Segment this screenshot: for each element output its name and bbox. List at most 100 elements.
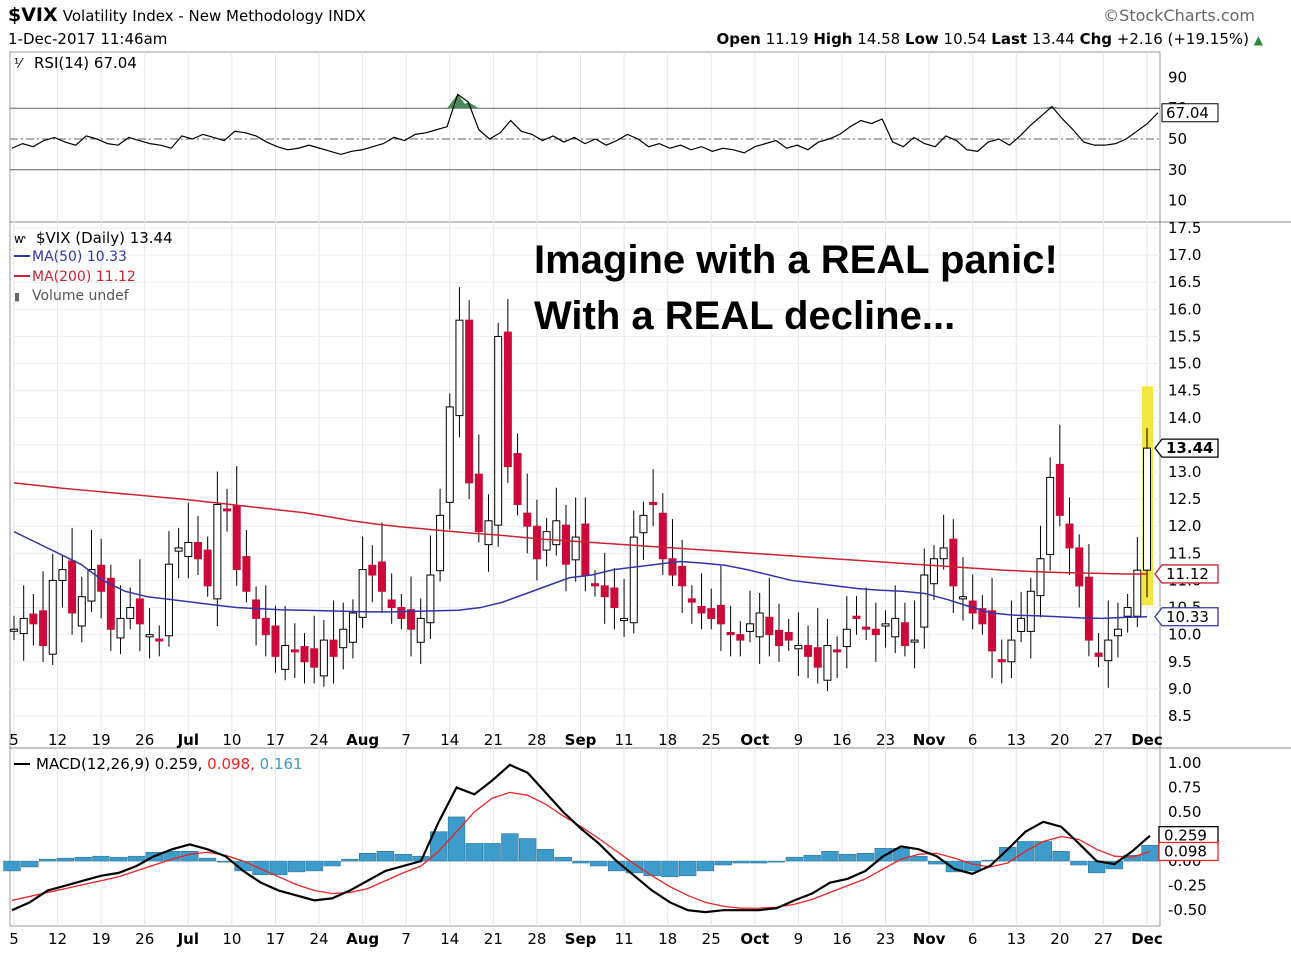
timestamp: 1-Dec-2017 11:46am [8, 30, 168, 48]
candle-body [581, 523, 590, 576]
price-tick-label: 15.0 [1168, 355, 1201, 373]
macd-histogram-bar [394, 853, 412, 862]
rsi-label: RSI(14) 67.04 [34, 54, 137, 72]
candle-body [290, 649, 299, 653]
x-tick-label-bottom: 9 [794, 930, 804, 948]
candle-body [329, 639, 338, 657]
candle-body [300, 646, 309, 663]
candle-body [126, 607, 135, 619]
x-tick-label: 20 [1050, 731, 1069, 749]
x-tick-label: 17 [266, 731, 285, 749]
x-tick-label-bottom: 13 [1007, 930, 1026, 948]
macd-histogram-bar [661, 860, 679, 878]
x-tick-label-bottom: 11 [615, 930, 634, 948]
candle-body [1084, 576, 1093, 641]
candle-body [10, 628, 18, 632]
candle-body [474, 473, 483, 533]
candle-body [319, 639, 328, 677]
rsi-line [11, 93, 1159, 156]
rsi-icon: ⅟ [14, 57, 24, 72]
macd-legend: MACD(12,26,9) 0.259, 0.098, 0.161 [36, 755, 303, 773]
last-price-tag-box [1154, 438, 1219, 458]
x-tick-label-bottom: 12 [48, 930, 67, 948]
candle-body [455, 319, 464, 417]
last-label: Last [991, 30, 1028, 48]
annotation-callout: Imagine with a REAL panic! With a REAL d… [534, 232, 1058, 344]
macd-histogram-bar [536, 849, 555, 862]
candle-body [775, 629, 784, 647]
candle-body [203, 549, 212, 587]
candle-body [610, 587, 619, 609]
chg-label: Chg [1079, 30, 1112, 48]
macd-histogram-bar [945, 860, 964, 873]
rsi-tick-label: 50 [1168, 130, 1187, 148]
x-tick-label-bottom: Aug [346, 930, 379, 948]
price-tick-label: 8.5 [1168, 707, 1192, 725]
high-label: High [813, 30, 853, 48]
candle-body [213, 504, 222, 600]
candle-body [1007, 639, 1016, 663]
x-tick-label-bottom: Nov [913, 930, 946, 948]
volume-legend: Volume undef [32, 288, 130, 304]
x-tick-label: 26 [135, 731, 154, 749]
candle-body [784, 631, 793, 641]
x-tick-label-bottom: 25 [702, 930, 721, 948]
candle-body [416, 617, 425, 643]
x-tick-label-bottom: 10 [222, 930, 241, 948]
price-tick-label: 14.0 [1168, 409, 1201, 427]
price-tick-label: 17.0 [1168, 246, 1201, 264]
macd-histogram-bar [323, 860, 341, 867]
macd-histogram-bar [767, 860, 786, 863]
macd-histogram-bar [625, 860, 643, 874]
macd-histogram-bar [590, 860, 608, 867]
candle-body [19, 617, 28, 635]
x-tick-label: 7 [401, 731, 411, 749]
ma50-tag: 10.33 [1166, 608, 1209, 626]
candle-body [29, 613, 38, 625]
x-tick-label-bottom: 17 [266, 930, 285, 948]
candle-body [939, 547, 948, 560]
macd-histogram-bar [856, 852, 875, 862]
x-tick-label: Jul [177, 731, 199, 749]
x-tick-label: 21 [484, 731, 503, 749]
candle-body [1065, 523, 1074, 549]
candle-body [707, 608, 716, 619]
candle-body [862, 626, 871, 630]
candle-body [620, 617, 629, 622]
candle-body [1075, 547, 1084, 587]
price-tick-label: 15.5 [1168, 327, 1201, 345]
x-tick-label: 23 [876, 731, 895, 749]
x-tick-label: 12 [48, 731, 67, 749]
open-value: 11.19 [765, 30, 809, 48]
x-tick-label-bottom: 27 [1094, 930, 1113, 948]
volume-icon: ▮ [14, 290, 20, 303]
price-tick-label: 9.0 [1168, 680, 1192, 698]
candle-body [465, 319, 474, 484]
x-tick-label-bottom: 16 [832, 930, 851, 948]
x-tick-label: Dec [1131, 731, 1163, 749]
x-tick-label: 24 [309, 731, 328, 749]
candle-body [745, 623, 754, 632]
macd-histogram-bar [572, 860, 590, 864]
macd-histogram-bar [554, 856, 572, 862]
candle-body [658, 512, 667, 560]
macd-histogram-bar [341, 858, 359, 862]
candle-body [407, 609, 416, 630]
x-tick-label: 6 [968, 731, 978, 749]
x-tick-label: Aug [346, 731, 379, 749]
price-icon: ⱳ [14, 232, 26, 246]
signal-value-tag-box [1158, 841, 1219, 862]
candle-body [600, 585, 609, 598]
candle-body [668, 558, 677, 576]
candle-body [174, 547, 183, 552]
candle-body [39, 610, 48, 647]
price-tick-label: 16.0 [1168, 300, 1201, 318]
x-tick-label-bottom: 21 [484, 930, 503, 948]
candle-body [426, 574, 435, 624]
candle-body [261, 617, 270, 636]
rsi-overbought-fill [447, 94, 469, 109]
candle-body [591, 583, 600, 587]
candle-body [842, 628, 851, 648]
macd-histogram-bar [1070, 860, 1088, 866]
macd-histogram-bar [92, 855, 110, 862]
